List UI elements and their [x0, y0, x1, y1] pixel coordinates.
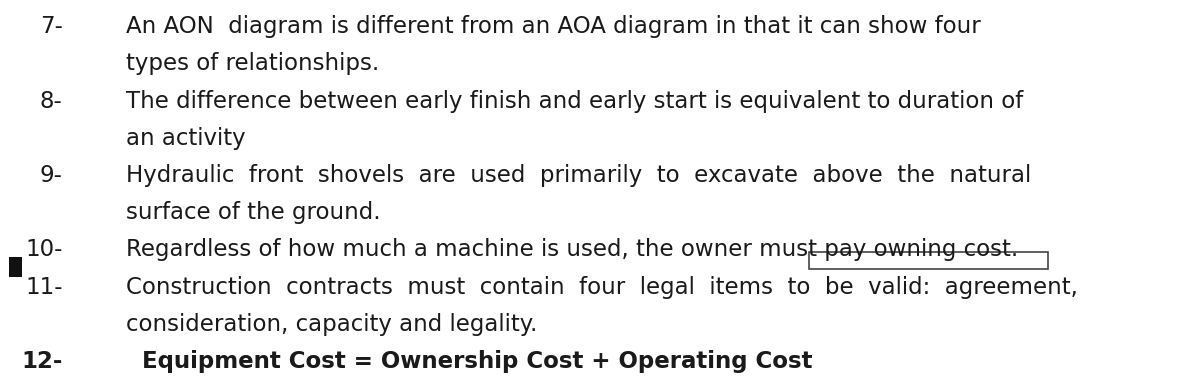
Text: Equipment Cost = Ownership Cost + Operating Cost: Equipment Cost = Ownership Cost + Operat… — [126, 350, 812, 373]
Text: An AON  diagram is different from an AOA diagram in that it can show four: An AON diagram is different from an AOA … — [126, 15, 982, 38]
Text: surface of the ground.: surface of the ground. — [126, 201, 382, 224]
Text: consideration, capacity and legality.: consideration, capacity and legality. — [126, 313, 538, 336]
Text: an activity: an activity — [126, 127, 246, 150]
Text: 11-: 11- — [25, 276, 62, 299]
Text: Regardless of how much a machine is used, the owner must pay owning cost.: Regardless of how much a machine is used… — [126, 238, 1019, 261]
Text: 12-: 12- — [22, 350, 62, 373]
Text: Hydraulic  front  shovels  are  used  primarily  to  excavate  above  the  natur: Hydraulic front shovels are used primari… — [126, 164, 1032, 187]
Text: types of relationships.: types of relationships. — [126, 52, 379, 75]
FancyBboxPatch shape — [10, 257, 23, 277]
Text: Construction  contracts  must  contain  four  legal  items  to  be  valid:  agre: Construction contracts must contain four… — [126, 276, 1079, 299]
Text: The difference between early finish and early start is equivalent to duration of: The difference between early finish and … — [126, 90, 1024, 113]
Text: 8-: 8- — [40, 90, 62, 113]
Text: 7-: 7- — [40, 15, 62, 38]
Text: 10-: 10- — [25, 238, 62, 261]
Text: 9-: 9- — [40, 164, 62, 187]
